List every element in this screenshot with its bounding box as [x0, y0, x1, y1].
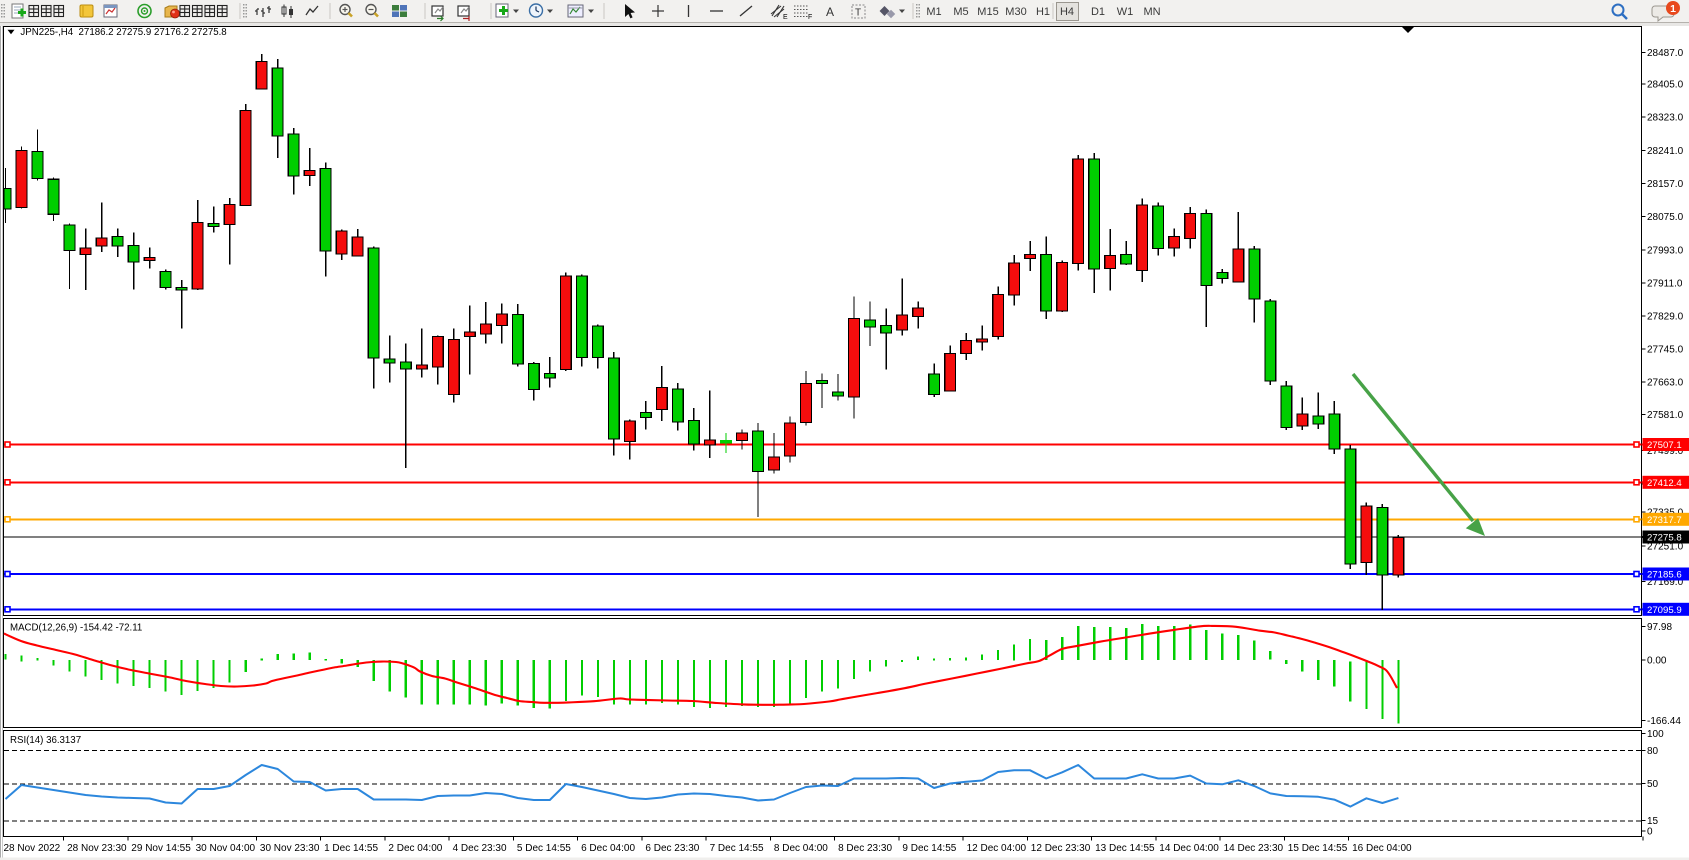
svg-text:29 Nov 14:55: 29 Nov 14:55: [131, 843, 191, 854]
svg-text:27745.0: 27745.0: [1647, 344, 1684, 355]
svg-text:13 Dec 14:55: 13 Dec 14:55: [1095, 843, 1155, 854]
svg-text:5 Dec 14:55: 5 Dec 14:55: [517, 843, 571, 854]
svg-text:4 Dec 23:30: 4 Dec 23:30: [453, 843, 507, 854]
svg-text:27317.7: 27317.7: [1647, 515, 1682, 526]
svg-text:28487.0: 28487.0: [1647, 48, 1684, 59]
svg-text:30 Nov 04:00: 30 Nov 04:00: [196, 843, 256, 854]
svg-text:T: T: [855, 8, 861, 19]
svg-text:M30: M30: [1005, 6, 1026, 18]
svg-text:M1: M1: [926, 6, 941, 18]
svg-text:MN: MN: [1143, 6, 1160, 18]
svg-text:28405.0: 28405.0: [1647, 80, 1684, 91]
svg-text:F: F: [808, 14, 812, 21]
svg-text:0.00: 0.00: [1647, 656, 1667, 667]
svg-text:6 Dec 04:00: 6 Dec 04:00: [581, 843, 635, 854]
svg-text:27507.1: 27507.1: [1647, 440, 1682, 451]
svg-text:JPN225-,H4 27186.2 27275.9 27: JPN225-,H4 27186.2 27275.9 27176.2 27275…: [20, 27, 226, 38]
svg-text:27581.0: 27581.0: [1647, 410, 1684, 421]
svg-text:27095.9: 27095.9: [1647, 605, 1682, 616]
svg-text:30 Nov 23:30: 30 Nov 23:30: [260, 843, 320, 854]
svg-text:27275.8: 27275.8: [1647, 533, 1682, 544]
svg-text:14 Dec 04:00: 14 Dec 04:00: [1159, 843, 1219, 854]
svg-text:12 Dec 23:30: 12 Dec 23:30: [1031, 843, 1091, 854]
svg-text:A: A: [826, 5, 834, 19]
svg-text:8 Dec 04:00: 8 Dec 04:00: [774, 843, 828, 854]
svg-text:D1: D1: [1091, 6, 1105, 18]
svg-text:M15: M15: [977, 6, 998, 18]
svg-text:100: 100: [1647, 729, 1664, 740]
svg-text:16 Dec 04:00: 16 Dec 04:00: [1352, 843, 1412, 854]
svg-text:8 Dec 23:30: 8 Dec 23:30: [838, 843, 892, 854]
svg-text:28157.0: 28157.0: [1647, 179, 1684, 190]
svg-text:27993.0: 27993.0: [1647, 245, 1684, 256]
svg-text:15: 15: [1647, 816, 1659, 827]
svg-text:28 Nov 23:30: 28 Nov 23:30: [67, 843, 127, 854]
svg-text:27663.0: 27663.0: [1647, 378, 1684, 389]
svg-text:27251.0: 27251.0: [1647, 542, 1684, 553]
svg-text:MACD(12,26,9) -154.42 -72.11: MACD(12,26,9) -154.42 -72.11: [10, 623, 142, 634]
svg-text:1: 1: [1670, 3, 1676, 15]
svg-text:80: 80: [1647, 746, 1659, 757]
svg-text:27499.0: 27499.0: [1647, 446, 1684, 457]
svg-text:15 Dec 14:55: 15 Dec 14:55: [1288, 843, 1348, 854]
svg-text:E: E: [783, 14, 788, 21]
svg-text:-166.44: -166.44: [1647, 716, 1681, 727]
svg-text:50: 50: [1647, 779, 1659, 790]
svg-text:28075.0: 28075.0: [1647, 212, 1684, 223]
svg-text:28 Nov 2022: 28 Nov 2022: [4, 843, 61, 854]
svg-text:27412.4: 27412.4: [1647, 478, 1682, 489]
svg-text:H4: H4: [1060, 6, 1074, 18]
svg-text:0: 0: [1647, 826, 1653, 837]
svg-text:28241.0: 28241.0: [1647, 146, 1684, 157]
svg-text:27169.0: 27169.0: [1647, 577, 1684, 588]
svg-text:6 Dec 23:30: 6 Dec 23:30: [645, 843, 699, 854]
svg-text:27185.6: 27185.6: [1647, 570, 1682, 581]
svg-text:1 Dec 14:55: 1 Dec 14:55: [324, 843, 378, 854]
svg-text:H1: H1: [1036, 6, 1050, 18]
svg-text:M5: M5: [953, 6, 968, 18]
svg-text:14 Dec 23:30: 14 Dec 23:30: [1224, 843, 1284, 854]
svg-text:27911.0: 27911.0: [1647, 279, 1683, 290]
svg-text:7 Dec 14:55: 7 Dec 14:55: [710, 843, 764, 854]
svg-text:W1: W1: [1117, 6, 1134, 18]
svg-text:12 Dec 04:00: 12 Dec 04:00: [967, 843, 1027, 854]
svg-text:2 Dec 04:00: 2 Dec 04:00: [388, 843, 442, 854]
svg-text:RSI(14) 36.3137: RSI(14) 36.3137: [10, 735, 81, 746]
svg-text:9 Dec 14:55: 9 Dec 14:55: [902, 843, 956, 854]
svg-text:97.98: 97.98: [1647, 622, 1672, 633]
svg-text:27829.0: 27829.0: [1647, 312, 1684, 323]
svg-text:28323.0: 28323.0: [1647, 113, 1684, 124]
